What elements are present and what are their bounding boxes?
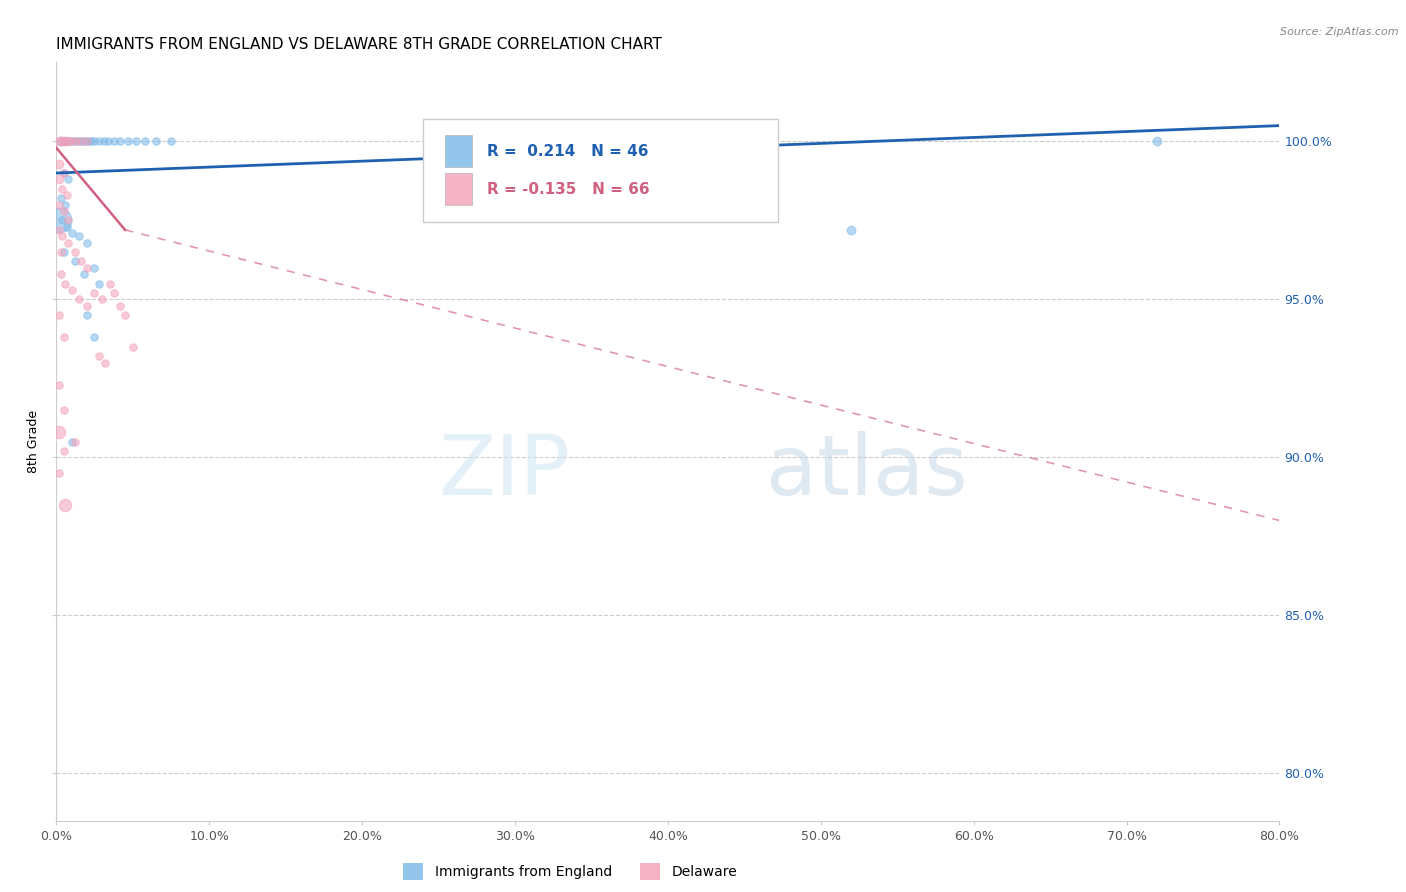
Point [48,156,70,170]
Point [76,299,98,313]
Point [103,286,125,301]
Point [69,135,91,149]
Point [63,434,86,449]
Point [97,135,120,149]
Point [1146,135,1168,149]
Point [59,135,82,149]
Point [110,135,132,149]
Point [48,135,70,149]
Point [114,308,136,322]
Point [75,135,97,149]
Point [73,267,96,281]
Point [52,244,75,259]
Point [110,299,132,313]
Point [87,277,110,291]
Point [52,203,75,218]
Point [53,135,76,149]
Text: IMMIGRANTS FROM ENGLAND VS DELAWARE 8TH GRADE CORRELATION CHART: IMMIGRANTS FROM ENGLAND VS DELAWARE 8TH … [56,37,662,52]
Point [117,135,139,149]
Point [93,135,115,149]
Point [48,197,70,211]
Point [52,403,75,417]
Point [63,244,86,259]
Point [51,182,73,196]
Point [80,135,103,149]
Point [52,444,75,458]
Point [76,135,98,149]
Point [48,425,70,439]
Point [51,229,73,244]
Point [48,213,70,227]
Point [49,135,72,149]
Point [56,135,79,149]
Point [49,244,72,259]
Point [51,135,73,149]
Point [67,135,90,149]
Point [83,286,105,301]
Point [48,308,70,322]
Point [49,267,72,281]
Point [67,293,90,307]
Point [83,260,105,275]
Point [125,135,148,149]
Text: R =  0.214   N = 46: R = 0.214 N = 46 [486,144,648,159]
Point [52,166,75,180]
Point [55,277,77,291]
Point [87,135,110,149]
Point [76,260,98,275]
Point [55,498,77,512]
Legend: Immigrants from England, Delaware: Immigrants from England, Delaware [396,858,742,886]
Point [83,135,105,149]
FancyBboxPatch shape [423,120,778,222]
Point [58,213,80,227]
Point [103,135,125,149]
Point [56,135,79,149]
Point [77,135,100,149]
FancyBboxPatch shape [446,173,472,205]
Text: Source: ZipAtlas.com: Source: ZipAtlas.com [1281,27,1399,37]
Point [98,277,121,291]
Point [160,135,183,149]
Text: R = -0.135   N = 66: R = -0.135 N = 66 [486,182,650,196]
FancyBboxPatch shape [446,136,472,167]
Point [841,223,863,237]
Point [76,308,98,322]
Point [70,135,93,149]
Point [52,135,75,149]
Point [91,293,114,307]
Point [60,283,83,297]
Point [76,235,98,250]
Point [145,135,167,149]
Point [52,166,75,180]
Point [87,349,110,363]
Y-axis label: 8th Grade: 8th Grade [27,410,41,473]
Point [69,254,91,268]
Point [56,219,79,234]
Point [65,135,87,149]
Point [49,191,72,205]
Point [65,135,87,149]
Point [62,135,84,149]
Point [52,330,75,344]
Point [51,213,73,227]
Point [134,135,156,149]
Text: atlas: atlas [766,432,967,512]
Text: ZIP: ZIP [439,432,569,512]
Point [48,223,70,237]
Point [63,254,86,268]
Point [58,235,80,250]
Point [48,172,70,186]
Point [58,172,80,186]
Point [56,188,79,202]
Point [48,466,70,480]
Point [60,434,83,449]
Point [48,377,70,392]
Point [83,330,105,344]
Point [121,340,143,354]
Point [60,135,83,149]
Point [55,197,77,211]
Point [94,355,117,369]
Point [60,226,83,240]
Point [67,229,90,244]
